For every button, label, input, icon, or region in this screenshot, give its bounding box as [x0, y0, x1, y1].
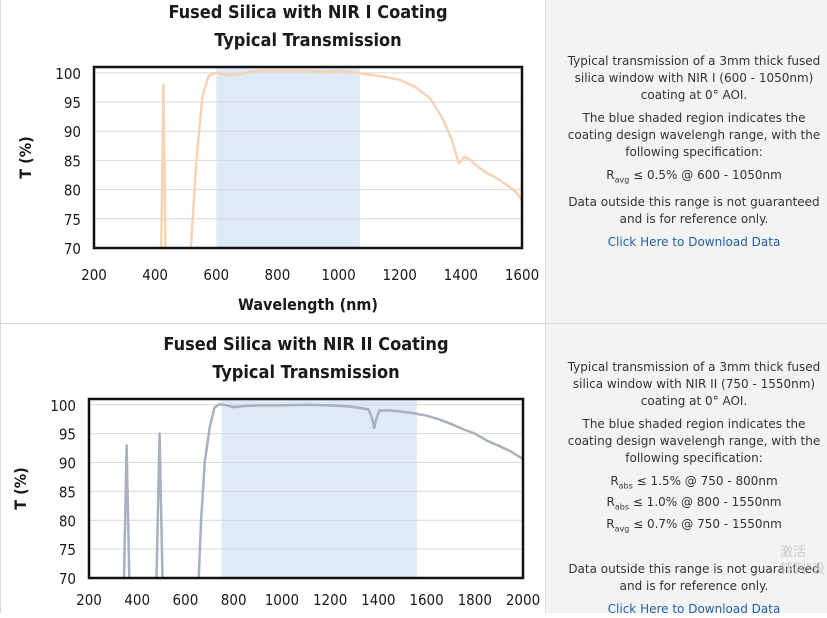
transmission-line	[197, 402, 523, 578]
description-paragraph: Typical transmission of a 3mm thick fuse…	[567, 360, 821, 408]
spec-text: ≤ 0.5% @ 600 - 1050nm	[629, 168, 782, 182]
transmission-line	[155, 432, 164, 578]
chart-subtitle: Typical Transmission	[214, 30, 401, 51]
y-tick-label: 95	[59, 426, 76, 444]
x-tick-label: 1400	[444, 266, 478, 284]
chart-row-nir-1: Fused Silica with NIR I Coating Typical T…	[0, 0, 827, 324]
download-data-link[interactable]: Click Here to Download Data	[607, 602, 781, 617]
description-panel-nir-2: Typical transmission of a 3mm thick fuse…	[545, 324, 827, 616]
download-data-link[interactable]: Click Here to Download Data	[607, 235, 781, 250]
x-tick-label: 200	[76, 591, 102, 609]
y-tick-label: 80	[59, 512, 76, 530]
watermark-line: 转到"设	[780, 562, 825, 577]
transmission-line	[122, 443, 131, 578]
chart-title: Fused Silica with NIR I Coating	[168, 2, 447, 23]
spec-text: ≤ 1.5% @ 750 - 800nm	[632, 474, 778, 488]
nir-2-transmission-chart: Fused Silica with NIR II Coating Typical …	[11, 334, 540, 609]
x-tick-label: 600	[173, 591, 199, 609]
y-tick-label: 90	[64, 123, 81, 141]
activation-watermark: 激活 转到"设	[780, 544, 825, 578]
spec-line: Ravg ≤ 0.7% @ 750 - 1550nm	[560, 516, 827, 537]
description-text-nir-2: Typical transmission of a 3mm thick fuse…	[560, 359, 827, 618]
y-tick-label: 70	[64, 240, 81, 258]
description-paragraph: Typical transmission of a 3mm thick fuse…	[567, 54, 821, 102]
design-range-shading	[216, 67, 360, 248]
x-tick-label: 1200	[383, 266, 417, 284]
y-tick-label: 95	[64, 94, 81, 112]
spec-list: Ravg ≤ 0.5% @ 600 - 1050nm	[560, 167, 827, 188]
description-text-nir-1: Typical transmission of a 3mm thick fuse…	[560, 53, 827, 251]
spec-text: ≤ 0.7% @ 750 - 1550nm	[629, 516, 782, 531]
y-axis-label: T (%)	[16, 136, 35, 178]
description-paragraph: The blue shaded region indicates the coa…	[567, 111, 821, 159]
y-tick-label: 75	[59, 541, 76, 559]
spec-line: Rabs ≤ 1.0% @ 800 - 1550nm	[560, 494, 827, 515]
y-tick-label: 80	[64, 182, 81, 200]
spec-subscript: abs	[614, 502, 629, 512]
y-tick-label: 85	[64, 152, 81, 170]
x-tick-label: 400	[142, 266, 168, 284]
description-paragraph: Data outside this range is not guarantee…	[568, 562, 820, 594]
y-tick-label: 85	[59, 483, 76, 501]
x-tick-label: 800	[265, 266, 291, 284]
x-tick-label: 1600	[409, 591, 443, 609]
spec-subscript: abs	[618, 481, 633, 491]
x-tick-label: 400	[124, 591, 150, 609]
plot-frame	[87, 397, 525, 580]
spec-subscript: avg	[614, 524, 630, 534]
spec-subscript: avg	[614, 175, 630, 185]
x-tick-label: 1400	[361, 591, 395, 609]
watermark-line: 激活	[780, 545, 807, 560]
chart-cell-nir-2: Fused Silica with NIR II Coating Typical …	[0, 324, 545, 613]
spec-text: ≤ 1.0% @ 800 - 1550nm	[629, 495, 782, 510]
description-paragraph: The blue shaded region indicates the coa…	[567, 417, 821, 465]
description-panel-nir-1: Typical transmission of a 3mm thick fuse…	[545, 0, 827, 323]
y-tick-label: 90	[59, 455, 76, 473]
y-tick-label: 100	[50, 397, 76, 415]
x-tick-label: 1000	[321, 266, 355, 284]
x-tick-label: 1600	[505, 266, 539, 284]
spec-symbol: R	[606, 168, 615, 182]
x-tick-label: 800	[221, 591, 247, 609]
transmission-line	[189, 69, 522, 248]
design-range-shading	[221, 399, 417, 578]
x-tick-label: 200	[81, 266, 107, 284]
y-tick-label: 75	[64, 211, 81, 229]
spec-list: Rabs ≤ 1.5% @ 750 - 800nm Rabs ≤ 1.0% @ …	[560, 473, 827, 537]
chart-row-nir-2: Fused Silica with NIR II Coating Typical …	[0, 324, 827, 616]
nir-1-transmission-chart: Fused Silica with NIR I Coating Typical T…	[16, 2, 539, 314]
transmission-line	[160, 83, 167, 248]
spec-symbol: R	[606, 516, 615, 531]
x-tick-label: 2000	[506, 591, 540, 609]
spec-line: Rabs ≤ 1.5% @ 750 - 800nm	[560, 473, 827, 494]
x-tick-label: 1800	[458, 591, 492, 609]
y-tick-label: 70	[59, 570, 76, 588]
spec-symbol: R	[610, 474, 619, 488]
y-tick-label: 100	[55, 65, 81, 83]
chart-title: Fused Silica with NIR II Coating	[163, 334, 448, 355]
x-tick-label: 1200	[313, 591, 347, 609]
x-axis-label: Wavelength (nm)	[238, 295, 378, 314]
description-paragraph: Data outside this range is not guarantee…	[568, 195, 820, 227]
x-tick-label: 600	[203, 266, 229, 284]
chart-subtitle: Typical Transmission	[212, 362, 399, 383]
x-tick-label: 1000	[265, 591, 299, 609]
y-axis-label: T (%)	[11, 467, 30, 509]
plot-frame	[92, 65, 524, 250]
spec-line: Ravg ≤ 0.5% @ 600 - 1050nm	[560, 167, 827, 188]
chart-cell-nir-1: Fused Silica with NIR I Coating Typical T…	[0, 0, 545, 323]
spec-symbol: R	[606, 495, 615, 510]
